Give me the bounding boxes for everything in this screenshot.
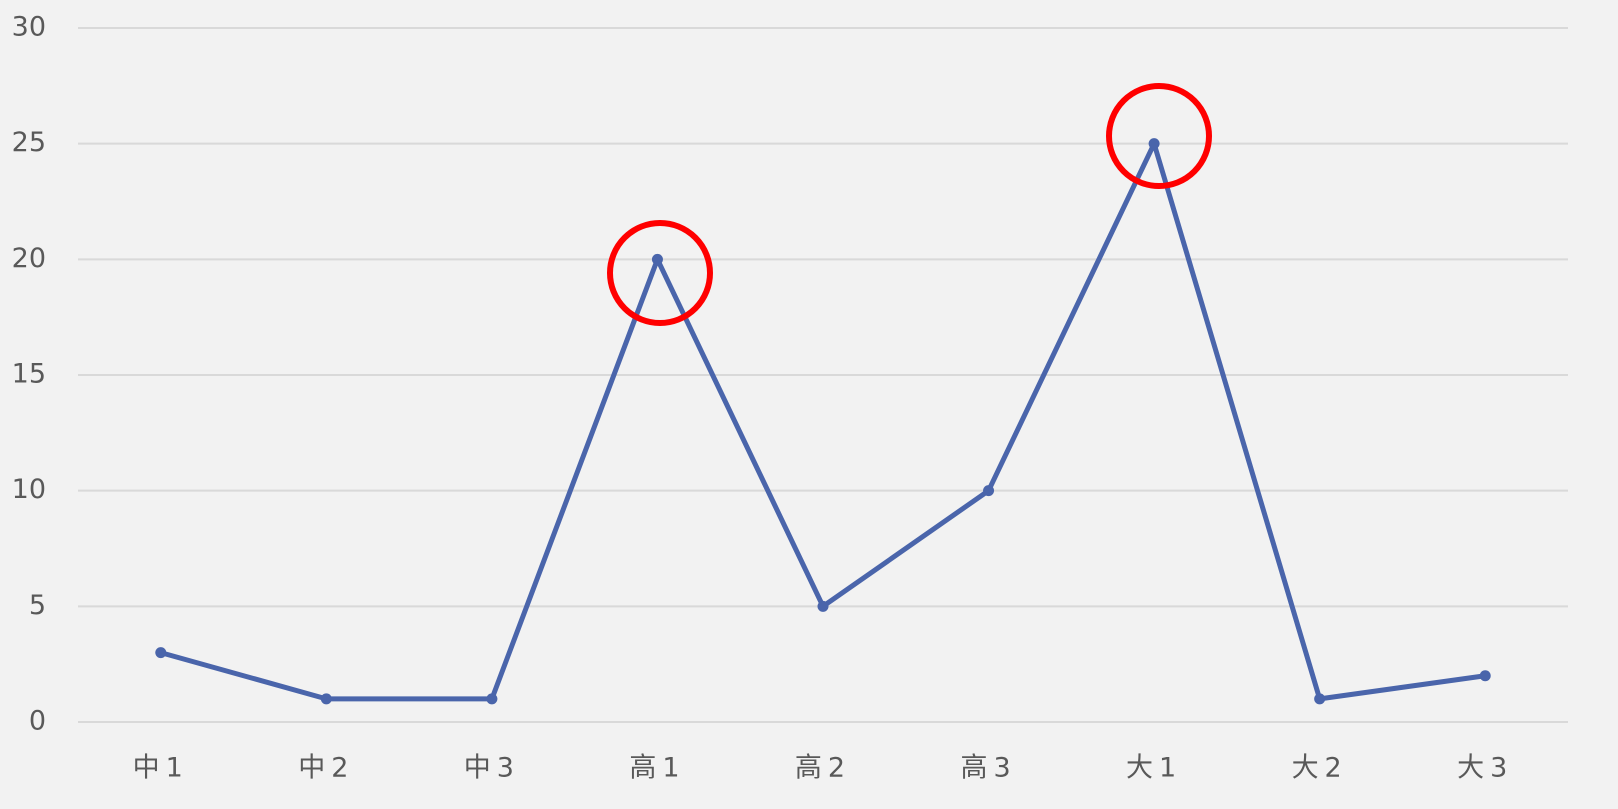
y-tick-label: 15 — [12, 359, 46, 390]
data-point — [486, 693, 498, 705]
data-point — [651, 253, 663, 265]
data-point — [1148, 138, 1160, 150]
y-tick-label: 20 — [12, 243, 46, 274]
data-point — [320, 693, 332, 705]
x-tick-label: 大3 — [1457, 753, 1513, 784]
x-tick-label: 高1 — [629, 753, 685, 784]
plot-area: 0 5 10 15 20 25 30 中1 中2 中3 高1 高2 高3 大1 大2 大3 — [12, 12, 1568, 784]
data-point — [983, 485, 995, 497]
y-tick-label: 10 — [12, 474, 46, 505]
x-tick-label: 中3 — [464, 753, 520, 784]
data-point — [1314, 693, 1326, 705]
y-tick-label: 5 — [29, 590, 46, 621]
x-tick-label: 大2 — [1292, 753, 1348, 784]
highlight-circle — [1106, 83, 1212, 189]
x-tick-label: 大1 — [1126, 753, 1182, 784]
y-tick-label: 25 — [12, 127, 46, 158]
x-tick-label: 高3 — [960, 753, 1016, 784]
data-point — [817, 600, 829, 612]
x-tick-label: 中1 — [133, 753, 189, 784]
y-tick-label: 0 — [29, 706, 46, 737]
data-point — [155, 647, 167, 659]
highlight-circle — [607, 220, 713, 326]
x-tick-label: 高2 — [795, 753, 851, 784]
x-tick-label: 中2 — [298, 753, 354, 784]
data-point — [1479, 670, 1491, 682]
y-tick-label: 30 — [12, 12, 46, 43]
